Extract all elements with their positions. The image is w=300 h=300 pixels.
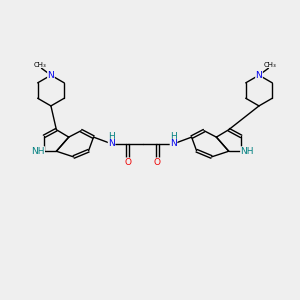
Text: N: N	[256, 71, 262, 80]
Text: O: O	[154, 158, 161, 167]
Text: N: N	[48, 71, 54, 80]
Text: NH: NH	[31, 147, 44, 156]
Text: CH₃: CH₃	[264, 61, 277, 68]
Text: CH₃: CH₃	[33, 61, 46, 68]
Text: N: N	[108, 139, 115, 148]
Text: H: H	[170, 132, 177, 141]
Text: N: N	[170, 139, 177, 148]
Text: NH: NH	[241, 147, 254, 156]
Text: H: H	[108, 132, 115, 141]
Text: O: O	[124, 158, 131, 167]
